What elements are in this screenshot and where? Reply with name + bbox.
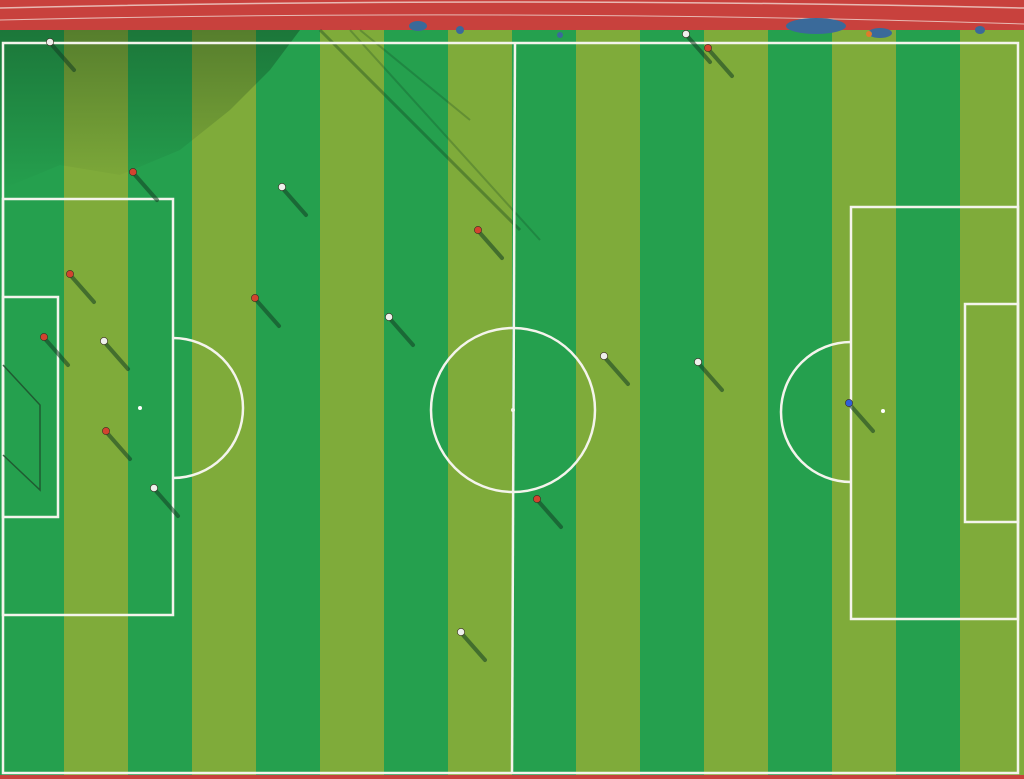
player <box>533 495 540 502</box>
player <box>102 427 109 434</box>
player <box>457 628 464 635</box>
turf-stripe <box>192 30 257 775</box>
player <box>845 399 852 406</box>
spectator-group <box>557 32 563 38</box>
center-spot <box>511 408 515 412</box>
ball <box>881 409 885 413</box>
ball <box>138 406 142 410</box>
turf-stripe <box>448 30 513 775</box>
turf-stripe <box>512 30 577 775</box>
spectator-orange <box>866 31 872 37</box>
turf-stripe <box>384 30 449 775</box>
player <box>100 337 107 344</box>
turf-stripe <box>256 30 321 775</box>
turf-stripe <box>320 30 385 775</box>
player <box>385 313 392 320</box>
turf-stripe <box>640 30 705 775</box>
player <box>600 352 607 359</box>
player <box>46 38 53 45</box>
player <box>704 44 711 51</box>
player <box>251 294 258 301</box>
spectator-group <box>456 26 464 34</box>
spectator-group <box>409 21 427 31</box>
turf-stripe <box>896 30 961 775</box>
track-bottom-edge <box>0 775 1024 779</box>
player <box>694 358 701 365</box>
player <box>40 333 47 340</box>
player <box>129 168 136 175</box>
spectator-group <box>786 18 846 34</box>
player <box>682 30 689 37</box>
turf-stripe <box>960 30 1024 775</box>
player <box>150 484 157 491</box>
turf-stripe <box>576 30 641 775</box>
player <box>474 226 481 233</box>
player <box>278 183 285 190</box>
spectator-group <box>975 26 985 34</box>
player <box>66 270 73 277</box>
turf-stripe <box>768 30 833 775</box>
turf-stripe <box>704 30 769 775</box>
turf-stripe <box>832 30 897 775</box>
